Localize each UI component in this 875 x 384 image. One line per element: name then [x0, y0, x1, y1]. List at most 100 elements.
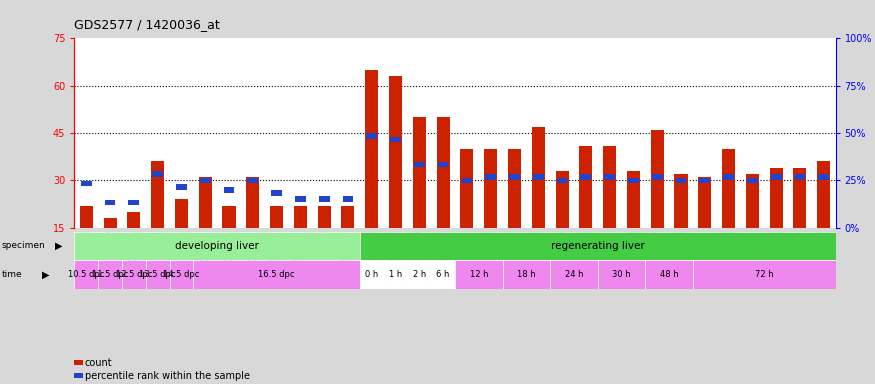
Bar [437, 117, 450, 228]
Bar [675, 174, 688, 228]
Text: 30 h: 30 h [612, 270, 631, 279]
Bar [200, 177, 211, 183]
Bar [170, 260, 193, 289]
Bar [699, 177, 710, 183]
Bar [122, 260, 146, 289]
Text: developing liver: developing liver [175, 241, 259, 251]
Bar [367, 133, 377, 139]
Bar [438, 162, 449, 167]
Bar [318, 197, 330, 202]
Text: 12.5 dpc: 12.5 dpc [116, 270, 152, 279]
Bar [461, 177, 472, 183]
Bar [509, 174, 520, 180]
Bar [722, 149, 735, 228]
Bar [152, 171, 163, 177]
Text: GDS2577 / 1420036_at: GDS2577 / 1420036_at [74, 18, 220, 31]
Bar [698, 177, 711, 228]
Bar [176, 184, 186, 190]
Bar [98, 260, 122, 289]
Bar [414, 162, 424, 167]
Bar [74, 232, 360, 260]
Bar [771, 174, 781, 180]
Text: time: time [2, 270, 23, 279]
Bar [747, 177, 758, 183]
Bar [294, 205, 307, 228]
Text: count: count [85, 358, 112, 368]
Bar [598, 260, 646, 289]
Text: 6 h: 6 h [437, 270, 450, 279]
Text: 72 h: 72 h [755, 270, 774, 279]
Bar [502, 260, 550, 289]
Text: ▶: ▶ [55, 241, 63, 251]
Bar [676, 177, 686, 183]
Text: 11.5 dpc: 11.5 dpc [92, 270, 129, 279]
Bar [770, 168, 783, 228]
Bar [626, 171, 640, 228]
Bar [628, 177, 639, 183]
Text: 48 h: 48 h [660, 270, 678, 279]
Bar [556, 171, 569, 228]
Bar [408, 260, 431, 289]
Bar [103, 218, 116, 228]
Bar [579, 146, 592, 228]
Bar [746, 174, 759, 228]
Text: 14.5 dpc: 14.5 dpc [164, 270, 200, 279]
Bar [652, 174, 662, 180]
Bar [794, 168, 807, 228]
Text: 13.5 dpc: 13.5 dpc [139, 270, 176, 279]
Bar [486, 174, 496, 180]
Bar [455, 260, 502, 289]
Bar [341, 205, 354, 228]
Text: 24 h: 24 h [564, 270, 584, 279]
Bar [246, 177, 259, 228]
Bar [389, 76, 402, 228]
Bar [199, 177, 212, 228]
Bar [431, 260, 455, 289]
Bar [360, 232, 836, 260]
Bar [224, 187, 234, 193]
Bar [129, 200, 139, 205]
Bar [507, 149, 521, 228]
Bar [295, 197, 305, 202]
Bar [270, 205, 284, 228]
Bar [151, 161, 164, 228]
Bar [817, 161, 830, 228]
Text: 10.5 dpc: 10.5 dpc [68, 270, 104, 279]
Bar [365, 70, 378, 228]
Bar [646, 260, 693, 289]
Bar [580, 174, 592, 180]
Text: regenerating liver: regenerating liver [551, 241, 645, 251]
Bar [794, 174, 805, 180]
Bar [80, 205, 93, 228]
Bar [651, 130, 664, 228]
Bar [175, 199, 188, 228]
Bar [105, 200, 116, 205]
Bar [605, 174, 615, 180]
Text: percentile rank within the sample: percentile rank within the sample [85, 371, 249, 381]
Text: 1 h: 1 h [388, 270, 402, 279]
Bar [222, 205, 235, 228]
Text: 0 h: 0 h [365, 270, 378, 279]
Bar [318, 205, 331, 228]
Bar [248, 177, 258, 183]
Bar [724, 174, 734, 180]
Bar [532, 127, 545, 228]
Bar [271, 190, 282, 196]
Text: specimen: specimen [2, 242, 45, 250]
Bar [74, 260, 98, 289]
Bar [413, 117, 426, 228]
Bar [390, 137, 401, 142]
Text: 2 h: 2 h [413, 270, 426, 279]
Bar [556, 177, 567, 183]
Bar [533, 174, 543, 180]
Bar [460, 149, 473, 228]
Bar [360, 260, 383, 289]
Bar [146, 260, 170, 289]
Bar [127, 212, 140, 228]
Bar [383, 260, 408, 289]
Bar [80, 181, 92, 186]
Text: 12 h: 12 h [470, 270, 488, 279]
Text: ▶: ▶ [42, 270, 50, 280]
Bar [193, 260, 360, 289]
Bar [484, 149, 497, 228]
